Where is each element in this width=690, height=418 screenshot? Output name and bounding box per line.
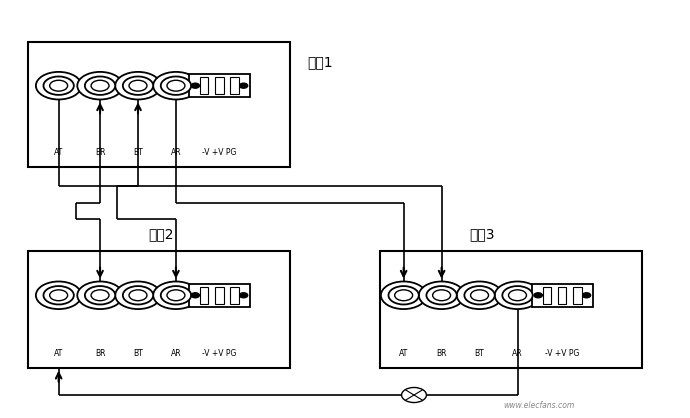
Bar — [215, 77, 224, 94]
Text: -V +V PG: -V +V PG — [202, 148, 237, 157]
Circle shape — [495, 281, 540, 309]
Circle shape — [167, 80, 185, 91]
Circle shape — [77, 72, 123, 99]
Bar — [189, 74, 250, 97]
Circle shape — [395, 290, 413, 301]
Bar — [28, 251, 290, 368]
Text: BR: BR — [436, 349, 447, 358]
Text: 设备2: 设备2 — [148, 227, 174, 241]
Circle shape — [115, 72, 161, 99]
Bar — [532, 284, 593, 307]
Circle shape — [433, 290, 451, 301]
Circle shape — [129, 290, 147, 301]
Circle shape — [161, 76, 191, 95]
Circle shape — [50, 290, 68, 301]
Circle shape — [43, 76, 74, 95]
Text: AR: AR — [512, 349, 523, 358]
Circle shape — [388, 286, 419, 304]
Circle shape — [85, 286, 115, 304]
Text: BR: BR — [95, 349, 106, 358]
Text: BT: BT — [475, 349, 484, 358]
Circle shape — [123, 286, 153, 304]
Text: AR: AR — [170, 349, 181, 358]
Circle shape — [36, 72, 81, 99]
Text: AT: AT — [399, 349, 408, 358]
Circle shape — [239, 83, 248, 88]
Circle shape — [426, 286, 457, 304]
Circle shape — [115, 281, 161, 309]
Circle shape — [167, 290, 185, 301]
Circle shape — [191, 293, 199, 298]
Circle shape — [123, 76, 153, 95]
Text: BT: BT — [133, 349, 143, 358]
Circle shape — [91, 80, 109, 91]
Text: AT: AT — [54, 349, 63, 358]
Bar — [543, 287, 551, 304]
Circle shape — [129, 80, 147, 91]
Bar — [230, 287, 239, 304]
Circle shape — [419, 281, 464, 309]
Text: www.elecfans.com: www.elecfans.com — [504, 400, 575, 410]
Circle shape — [502, 286, 533, 304]
Circle shape — [161, 286, 191, 304]
Bar — [200, 77, 208, 94]
Bar — [230, 77, 239, 94]
Bar — [573, 287, 582, 304]
Circle shape — [50, 80, 68, 91]
Text: 设备3: 设备3 — [469, 227, 495, 241]
Circle shape — [91, 290, 109, 301]
Circle shape — [85, 76, 115, 95]
Text: 设备1: 设备1 — [307, 56, 333, 70]
Circle shape — [153, 72, 199, 99]
Circle shape — [191, 83, 199, 88]
Text: BT: BT — [133, 148, 143, 157]
Bar — [215, 287, 224, 304]
Text: AR: AR — [170, 148, 181, 157]
Circle shape — [77, 281, 123, 309]
Circle shape — [582, 293, 591, 298]
Circle shape — [457, 281, 502, 309]
Circle shape — [464, 286, 495, 304]
Circle shape — [36, 281, 81, 309]
Bar — [380, 251, 642, 368]
Circle shape — [153, 281, 199, 309]
Bar — [200, 287, 208, 304]
Circle shape — [43, 286, 74, 304]
Bar — [189, 284, 250, 307]
Circle shape — [509, 290, 526, 301]
Text: -V +V PG: -V +V PG — [545, 349, 580, 358]
Bar — [558, 287, 566, 304]
Circle shape — [381, 281, 426, 309]
Text: AT: AT — [54, 148, 63, 157]
Circle shape — [402, 387, 426, 403]
Text: -V +V PG: -V +V PG — [202, 349, 237, 358]
Circle shape — [534, 293, 542, 298]
Circle shape — [471, 290, 489, 301]
Circle shape — [239, 293, 248, 298]
Bar — [28, 42, 290, 167]
Text: BR: BR — [95, 148, 106, 157]
